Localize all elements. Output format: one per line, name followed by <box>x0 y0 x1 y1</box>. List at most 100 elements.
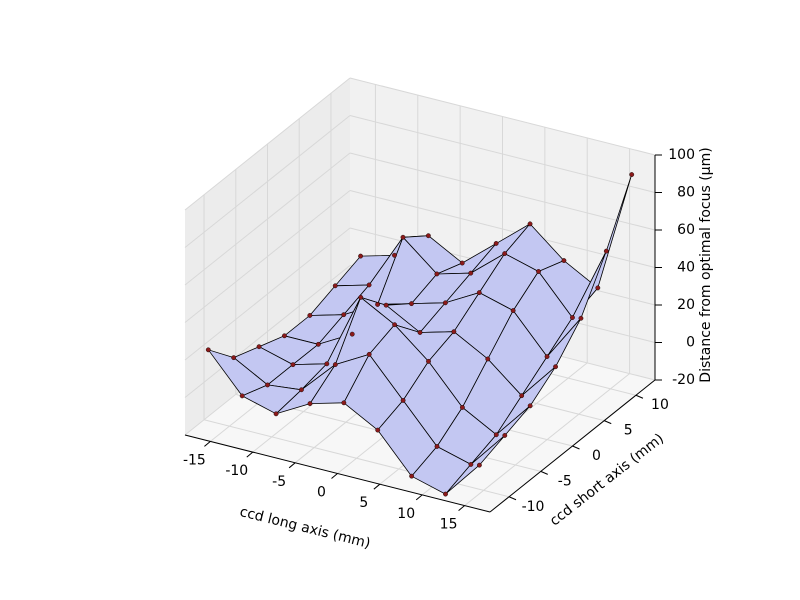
data-point <box>595 285 601 291</box>
data-point <box>273 411 279 417</box>
y-tick <box>572 445 580 450</box>
data-point <box>324 361 330 367</box>
y-tick-label: 10 <box>651 397 669 413</box>
grid-line <box>349 77 656 156</box>
data-point <box>476 290 482 296</box>
data-point <box>265 382 270 388</box>
x-tick-label: 15 <box>440 517 458 533</box>
x-tick-label: -10 <box>225 463 248 479</box>
data-point <box>307 313 313 318</box>
data-point <box>502 251 508 256</box>
data-point <box>468 462 474 467</box>
data-point <box>349 331 355 337</box>
y-tick <box>508 496 517 501</box>
y-tick <box>635 394 644 399</box>
data-point <box>426 358 431 364</box>
data-point <box>443 491 448 497</box>
data-point <box>485 356 491 362</box>
data-point <box>425 233 431 239</box>
x-tick-label: 10 <box>397 506 415 522</box>
x-tick-label: 5 <box>359 495 368 511</box>
data-point <box>409 473 415 479</box>
data-point <box>561 258 567 263</box>
data-point <box>332 362 338 367</box>
data-point <box>256 344 262 350</box>
data-point <box>239 393 245 399</box>
data-point <box>477 462 482 468</box>
y-tick-label: 5 <box>624 423 633 439</box>
data-point <box>468 270 474 276</box>
x-tick <box>246 451 254 458</box>
x-tick <box>373 483 381 490</box>
grid-line <box>349 152 656 231</box>
grid-line <box>184 115 351 248</box>
data-point <box>392 322 398 328</box>
z-tick-label: 100 <box>668 147 695 163</box>
data-point <box>231 355 237 361</box>
data-point <box>366 282 372 288</box>
grid-line <box>203 419 510 498</box>
data-point <box>341 400 347 406</box>
data-point <box>527 403 533 409</box>
z-axis-label: Distance from optimal focus (μm) <box>698 147 714 382</box>
x-tick-label: 0 <box>317 485 326 501</box>
data-point <box>570 315 575 320</box>
data-point <box>451 329 457 335</box>
data-point <box>578 315 584 321</box>
data-point <box>553 364 558 370</box>
grid-line <box>184 77 351 211</box>
x-axis <box>184 434 491 513</box>
x-tick <box>458 505 465 511</box>
x-tick-label: -5 <box>272 474 286 490</box>
data-point <box>332 283 338 289</box>
y-tick-label: -10 <box>522 499 545 515</box>
data-point <box>358 253 363 259</box>
data-point <box>315 341 321 347</box>
grid-line <box>184 227 351 361</box>
y-axis <box>489 379 656 513</box>
z-tick-label: -20 <box>672 372 695 388</box>
z-tick-label: 40 <box>677 260 695 276</box>
data-point <box>383 302 389 308</box>
data-point <box>510 308 516 313</box>
data-point <box>493 432 499 438</box>
data-point <box>299 387 304 393</box>
grid-line <box>349 115 656 193</box>
data-point <box>527 221 533 227</box>
data-point <box>459 405 465 410</box>
z-tick-label: 0 <box>686 335 695 351</box>
data-point <box>375 302 381 307</box>
x-tick <box>204 441 211 447</box>
y-tick-label: 0 <box>592 448 601 464</box>
data-point <box>392 252 397 258</box>
data-point <box>502 433 508 438</box>
x-axis-label: ccd long axis (mm) <box>238 504 372 552</box>
data-point <box>400 234 406 240</box>
y-tick <box>540 470 548 475</box>
data-point <box>544 354 550 360</box>
data-point <box>307 401 313 407</box>
x-tick-label: -15 <box>183 452 206 468</box>
data-point <box>290 362 296 368</box>
data-point <box>341 312 347 318</box>
data-point <box>629 172 635 177</box>
grid-line <box>184 190 351 323</box>
x-tick <box>415 494 423 501</box>
data-point <box>442 300 448 306</box>
data-point <box>434 271 440 277</box>
grid-line <box>184 152 351 286</box>
x-tick <box>331 473 338 479</box>
data-point <box>417 330 423 335</box>
z-tick-label: 60 <box>677 222 695 238</box>
data-point <box>358 294 364 300</box>
z-tick-label: 80 <box>677 185 695 201</box>
data-point <box>205 347 211 353</box>
data-point <box>603 248 609 254</box>
grid-line <box>184 265 351 398</box>
data-point <box>366 351 372 357</box>
data-point <box>493 241 499 246</box>
z-tick-label: 20 <box>677 297 695 313</box>
y-tick <box>604 420 612 425</box>
data-point <box>375 427 381 433</box>
data-point <box>536 269 541 274</box>
